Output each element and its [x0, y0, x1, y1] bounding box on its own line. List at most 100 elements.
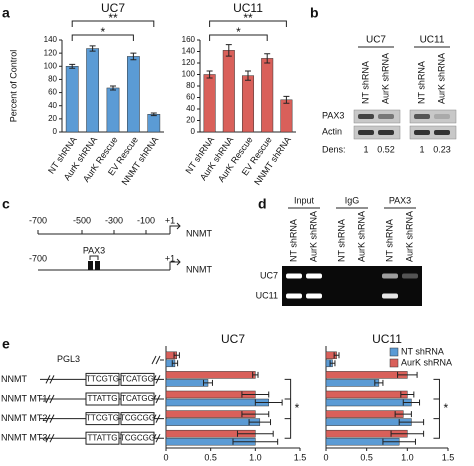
construct-box — [85, 431, 120, 445]
x-tick-label: 0 — [163, 452, 168, 462]
significance-bracket — [433, 378, 440, 439]
category-label: NNMT MT1 — [1, 393, 47, 403]
bar — [106, 87, 120, 133]
panel-label: c — [2, 196, 10, 212]
error-bar — [206, 70, 213, 79]
bar — [325, 418, 412, 426]
error-bar — [248, 419, 272, 426]
construct-box — [85, 412, 120, 426]
lane-label: AurK shRNA — [404, 211, 414, 262]
error-bar — [264, 53, 271, 64]
error-bar — [333, 352, 340, 359]
gel-band — [358, 130, 374, 135]
y-tick-label: 20 — [186, 116, 195, 125]
bar — [165, 398, 269, 407]
bar — [222, 50, 235, 133]
legend-swatch — [389, 358, 399, 368]
panel-label: e — [2, 336, 10, 352]
row-label: UC7 — [260, 270, 278, 280]
lane-label: NT shRNA — [416, 61, 426, 104]
bar — [203, 74, 216, 133]
x-tick-label: 1.0 — [401, 452, 414, 462]
gel-band — [382, 273, 398, 279]
error-bar — [252, 371, 259, 378]
y-axis-label: Percent of Control — [8, 50, 18, 123]
group-header: PAX3 — [389, 195, 411, 205]
error-bar — [203, 379, 213, 386]
construct-sequence: TCGCGG — [120, 414, 155, 423]
gene-label: NNMT — [186, 264, 212, 274]
gel-strip — [353, 125, 401, 140]
bar — [165, 379, 209, 387]
panel-label: b — [310, 5, 319, 21]
gel-band — [434, 130, 450, 135]
error-bar — [245, 70, 251, 81]
significance-label: * — [295, 401, 300, 415]
significance-bracket — [71, 34, 134, 41]
group-header: IgG — [345, 195, 360, 205]
group-header: Input — [294, 195, 315, 205]
binding-site — [88, 261, 93, 270]
scale-label: -300 — [105, 215, 123, 225]
error-bar — [241, 411, 270, 418]
significance-bracket — [71, 20, 155, 27]
y-tick-label: 120 — [182, 58, 196, 67]
x-tick-label: 0.5 — [360, 452, 373, 462]
gel-band — [286, 273, 302, 279]
gel-band — [358, 114, 374, 119]
gel — [282, 266, 422, 306]
error-bar — [130, 52, 137, 61]
gel-band — [306, 273, 322, 279]
lane-label: NT shRNA — [336, 219, 346, 262]
error-bar — [89, 45, 96, 52]
error-bar — [283, 95, 290, 104]
construct-sequence: TTCGTG — [86, 375, 119, 384]
gel-band — [286, 293, 302, 299]
construct-box — [120, 372, 155, 386]
pgl3-line — [151, 355, 164, 365]
lane-label: AurK shRNA — [356, 211, 366, 262]
error-bar — [171, 360, 179, 367]
error-bar — [232, 438, 279, 445]
y-tick-label: 140 — [182, 47, 196, 56]
x-tick-label: 1.5 — [294, 452, 307, 462]
y-tick-label: 0 — [191, 127, 196, 136]
bar — [325, 379, 380, 387]
bar — [325, 390, 408, 399]
error-bar — [225, 44, 232, 57]
category-label: NNMT MT2 — [1, 413, 47, 423]
error-bar — [150, 112, 157, 117]
lane-label: AurK shRNA — [380, 53, 390, 104]
chart-title: UC11 — [372, 332, 402, 346]
site-bracket — [89, 255, 99, 260]
y-tick-label: 20 — [48, 114, 57, 123]
significance-bracket — [209, 34, 268, 41]
gel-band — [306, 293, 322, 299]
lane-label: AurK shRNA — [308, 211, 318, 262]
chart-title: UC11 — [233, 1, 263, 15]
row-label: UC11 — [256, 290, 278, 300]
y-tick-label: 40 — [48, 101, 57, 110]
error-bar — [110, 85, 116, 91]
tss-arrow — [169, 222, 181, 234]
construct-sequence: TTATTG — [88, 433, 118, 442]
y-tick-label: 40 — [186, 104, 195, 113]
panel-label: a — [2, 5, 10, 21]
error-bar — [254, 399, 283, 406]
error-bar — [400, 391, 415, 398]
x-tick-label: 1.5 — [442, 452, 455, 462]
significance-label: * — [443, 401, 448, 415]
category-label: NNMT MT3 — [1, 433, 47, 443]
row-label: Actin — [322, 126, 342, 136]
y-tick-label: 160 — [182, 35, 196, 44]
bar — [325, 371, 408, 379]
x-tick-label: 1.0 — [249, 452, 262, 462]
panel-label: d — [258, 196, 267, 212]
construct-sequence: TTATTG — [88, 394, 118, 403]
y-tick-label: 140 — [44, 35, 58, 44]
error-bar — [398, 419, 425, 426]
construct-box — [85, 372, 120, 386]
error-bar — [241, 391, 270, 398]
bar — [325, 410, 404, 418]
